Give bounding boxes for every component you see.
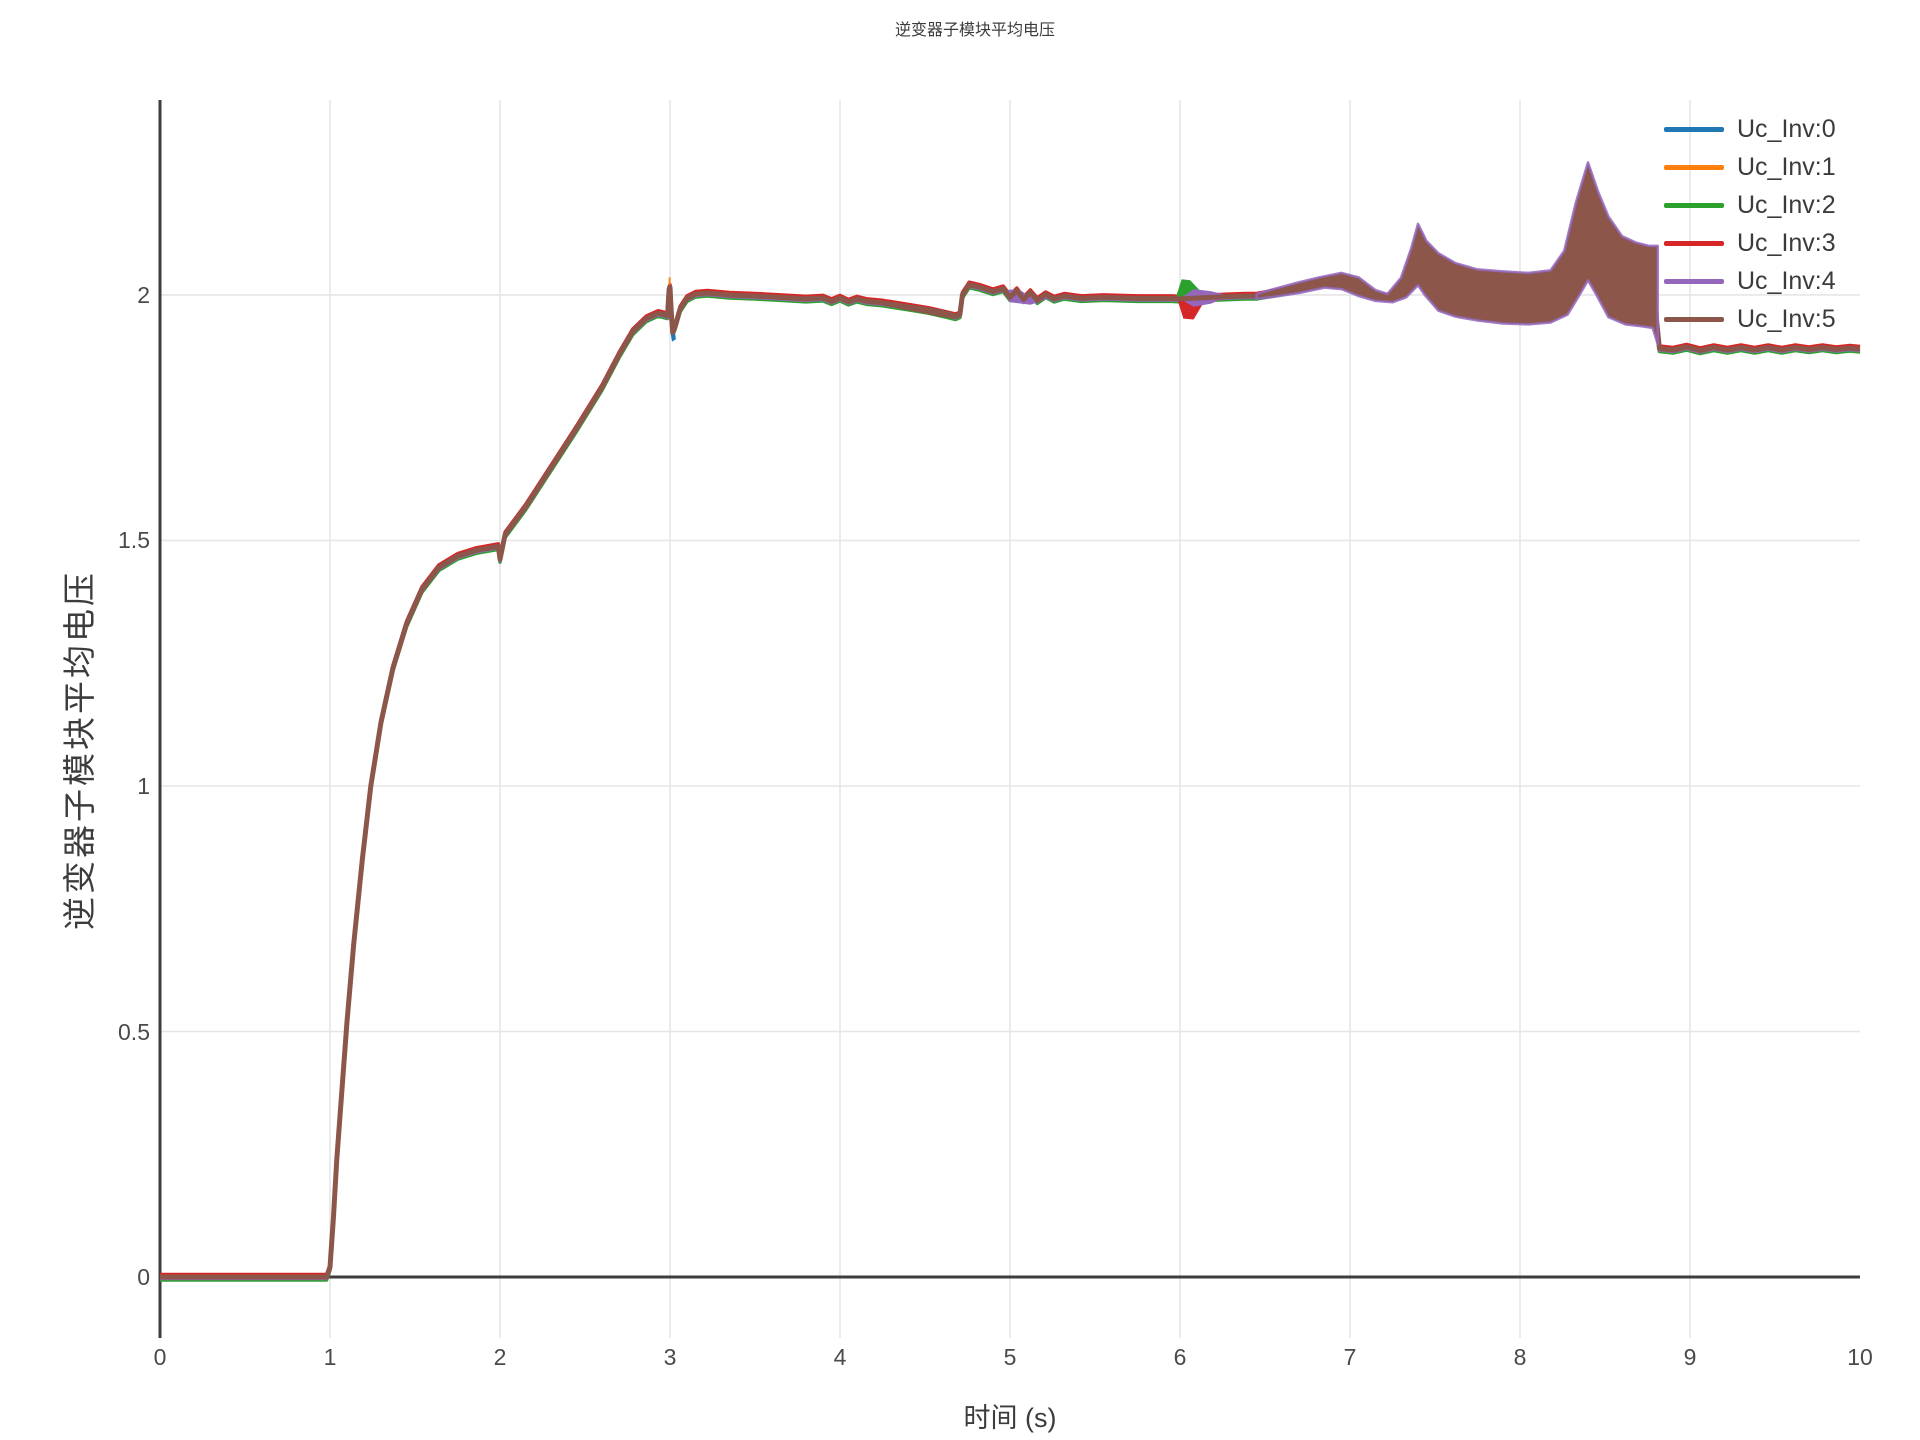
- legend-item-Uc_Inv:0: Uc_Inv:0: [1664, 110, 1836, 148]
- legend-label: Uc_Inv:0: [1737, 114, 1836, 143]
- legend-label: Uc_Inv:1: [1737, 152, 1836, 181]
- x-tick-label: 9: [1683, 1344, 1697, 1370]
- legend-label: Uc_Inv:5: [1737, 304, 1836, 333]
- x-tick-label: 8: [1513, 1344, 1527, 1370]
- chart-title: 逆变器子模块平均电压: [894, 22, 1056, 39]
- y-tick-label: 0: [137, 1264, 150, 1291]
- x-tick-label: 0: [153, 1344, 167, 1370]
- x-tick-label: 4: [833, 1344, 847, 1370]
- legend-label: Uc_Inv:3: [1737, 228, 1836, 257]
- legend-swatch-icon: [1664, 164, 1724, 170]
- band-envelope: [1255, 161, 1659, 346]
- legend-label: Uc_Inv:4: [1737, 266, 1836, 295]
- x-tick-label: 2: [493, 1344, 507, 1370]
- y-tick-label: 1: [137, 772, 150, 799]
- legend-swatch-icon: [1664, 202, 1724, 208]
- y-tick-label: 1.5: [118, 527, 150, 554]
- legend-swatch-icon: [1664, 240, 1724, 246]
- legend-item-Uc_Inv:2: Uc_Inv:2: [1664, 186, 1836, 224]
- x-tick-label: 1: [323, 1344, 337, 1370]
- x-tick-label: 3: [663, 1344, 677, 1370]
- x-tick-label: 7: [1343, 1344, 1357, 1370]
- legend-label: Uc_Inv:2: [1737, 190, 1836, 219]
- x-axis-label: 时间 (s): [963, 1403, 1057, 1433]
- legend-item-Uc_Inv:1: Uc_Inv:1: [1664, 148, 1836, 186]
- x-tick-label: 6: [1173, 1344, 1187, 1370]
- x-tick-label: 5: [1003, 1344, 1017, 1370]
- legend-item-Uc_Inv:4: Uc_Inv:4: [1664, 262, 1836, 300]
- y-tick-label: 0.5: [118, 1018, 150, 1045]
- legend-item-Uc_Inv:3: Uc_Inv:3: [1664, 224, 1836, 262]
- y-axis-label: 逆变器子模块平均电压: [61, 570, 98, 930]
- legend-swatch-icon: [1664, 316, 1724, 322]
- legend-swatch-icon: [1664, 126, 1724, 132]
- legend: Uc_Inv:0 Uc_Inv:1 Uc_Inv:2 Uc_Inv:3 Uc_Inv:4…: [1664, 110, 1836, 338]
- legend-swatch-icon: [1664, 278, 1724, 284]
- x-tick-label: 10: [1847, 1344, 1873, 1370]
- y-tick-label: 2: [137, 281, 150, 308]
- legend-item-Uc_Inv:5: Uc_Inv:5: [1664, 300, 1836, 338]
